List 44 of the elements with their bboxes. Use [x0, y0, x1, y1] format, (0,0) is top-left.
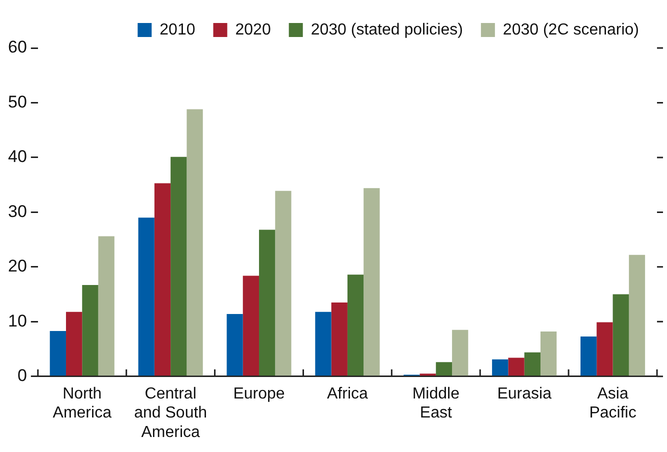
- x-tick-label: Asia Pacific: [589, 385, 636, 422]
- y-tick-label: 0: [17, 366, 27, 386]
- bar: [508, 358, 524, 376]
- x-tick-label: North America: [52, 385, 112, 422]
- bar: [50, 330, 66, 376]
- y-tick-label: 30: [8, 202, 27, 221]
- y-tick-label: 50: [8, 92, 27, 112]
- legend-label: 2030 (2C scenario): [502, 21, 640, 38]
- x-tick-label: Eurasia: [497, 385, 552, 402]
- bar: [170, 156, 187, 376]
- legend-label: 2020: [235, 21, 271, 38]
- bar: [492, 359, 508, 376]
- bar: [331, 302, 348, 376]
- y-tick-label: 10: [8, 311, 27, 330]
- bar: [596, 322, 613, 376]
- bar: [315, 312, 332, 376]
- x-tick-label: Europe: [233, 385, 285, 402]
- bar: [540, 332, 557, 376]
- bar: [66, 312, 82, 376]
- bar: [612, 294, 629, 376]
- bar: [154, 183, 171, 376]
- legend-label: 2010: [160, 21, 196, 38]
- bar: [82, 284, 98, 376]
- bar: [364, 188, 380, 376]
- bar: [452, 330, 468, 376]
- bar: [628, 254, 646, 376]
- x-tick-label: Africa: [327, 385, 368, 402]
- bar: [138, 218, 154, 376]
- bar: [436, 362, 452, 376]
- bar: [242, 276, 260, 376]
- bar: [259, 230, 276, 376]
- y-tick-label: 40: [8, 147, 27, 166]
- bar: [98, 236, 114, 376]
- y-tick-label: 20: [8, 256, 27, 276]
- bar: [580, 336, 597, 376]
- bar: [186, 109, 203, 376]
- x-tick-label: Middle East: [412, 385, 460, 422]
- x-tick-label: Central and South America: [134, 385, 208, 441]
- bar: [275, 190, 292, 376]
- bar: [347, 274, 364, 376]
- y-tick-label: 60: [8, 38, 27, 57]
- bar: [524, 352, 540, 376]
- bar: [226, 314, 243, 376]
- legend-label: 2030 (stated policies): [310, 21, 463, 38]
